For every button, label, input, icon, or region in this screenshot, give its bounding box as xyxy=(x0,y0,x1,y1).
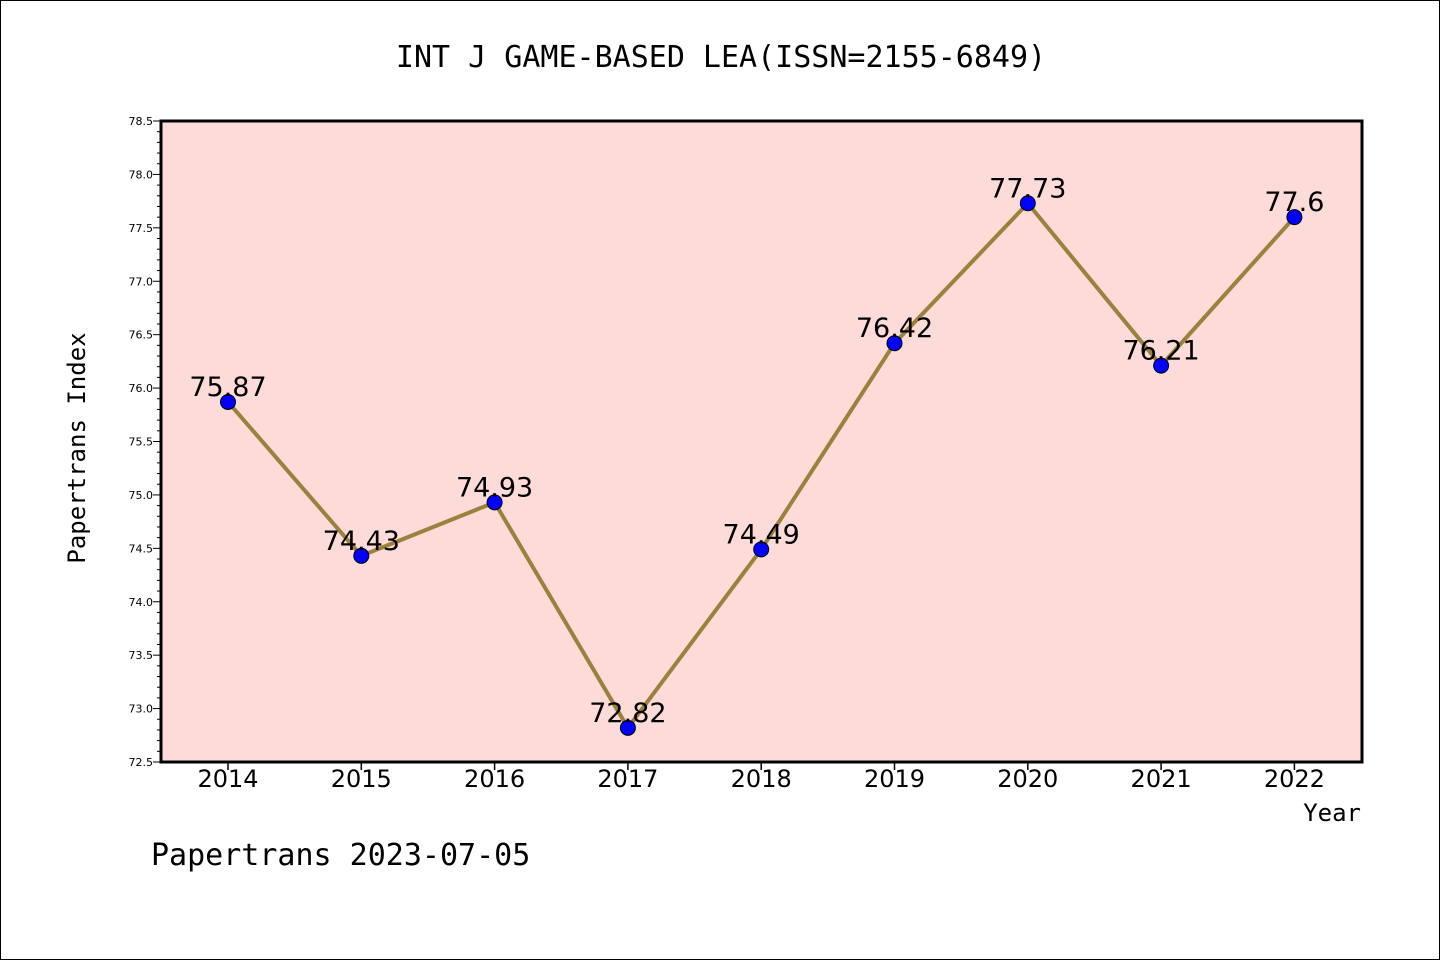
data-label: 74.43 xyxy=(323,526,400,557)
data-label: 76.42 xyxy=(856,313,933,344)
data-labels: 75.87 74.43 74.93 72.82 74.49 76.42 77.73 76.21… xyxy=(189,173,1324,729)
data-point xyxy=(1019,195,1036,212)
y-tick-label: 75.0 xyxy=(129,489,154,502)
x-tick-label: 2018 xyxy=(731,765,792,793)
chart-title: INT J GAME-BASED LEA(ISSN=2155-6849) xyxy=(396,40,1046,75)
y-axis-label: Papertrans Index xyxy=(63,332,91,563)
data-point xyxy=(1286,209,1303,226)
y-tick-label: 73.5 xyxy=(129,649,154,662)
data-point xyxy=(353,547,370,564)
plot-area xyxy=(159,119,1364,764)
y-tick-label: 76.5 xyxy=(129,329,154,342)
data-point xyxy=(220,393,236,410)
y-tick-label: 77.0 xyxy=(129,275,154,288)
x-tick-label: 2016 xyxy=(464,765,525,793)
x-tick-label: 2020 xyxy=(997,765,1058,793)
x-tick-label: 2017 xyxy=(597,765,658,793)
y-tick-label: 73.0 xyxy=(129,703,154,716)
x-tick-label: 2021 xyxy=(1131,765,1192,793)
x-tick-label: 2015 xyxy=(331,765,392,793)
x-axis-ticks: 2014 2015 2016 2017 2018 2019 2020 2021 2022 xyxy=(197,762,1325,793)
data-point xyxy=(619,719,636,736)
y-tick-label: 72.5 xyxy=(129,756,154,769)
y-tick-label: 78.5 xyxy=(129,115,154,128)
x-axis-label: Year xyxy=(1303,799,1361,827)
data-points xyxy=(220,195,1303,736)
y-tick-label: 74.5 xyxy=(129,542,154,555)
data-point xyxy=(753,541,770,558)
data-label: 76.21 xyxy=(1122,336,1199,367)
x-tick-label: 2022 xyxy=(1264,765,1325,793)
y-axis-ticks: 72.5 73.0 73.5 74.0 74.5 75.0 75.5 76.0 76.5 77.0… xyxy=(129,115,161,769)
x-tick-label: 2014 xyxy=(197,765,258,793)
x-tick-label: 2019 xyxy=(864,765,925,793)
y-tick-label: 78.0 xyxy=(129,168,154,181)
data-label: 75.87 xyxy=(189,372,266,403)
y-tick-label: 75.5 xyxy=(129,436,154,449)
data-point xyxy=(1153,357,1170,374)
y-tick-label: 76.0 xyxy=(129,382,154,395)
data-label: 77.6 xyxy=(1264,187,1324,218)
data-point xyxy=(486,494,503,511)
y-tick-label: 74.0 xyxy=(129,596,154,609)
footer-credit: Papertrans 2023-07-05 xyxy=(151,838,530,873)
y-tick-label: 77.5 xyxy=(129,222,154,235)
data-label: 72.82 xyxy=(589,698,666,729)
data-point xyxy=(886,335,903,352)
data-label: 74.49 xyxy=(723,519,800,550)
data-label: 74.93 xyxy=(456,472,533,503)
data-label: 77.73 xyxy=(989,173,1066,204)
